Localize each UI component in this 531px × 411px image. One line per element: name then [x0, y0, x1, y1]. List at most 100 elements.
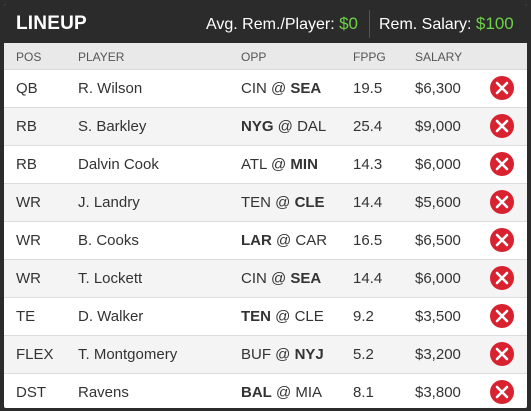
remove-player-button[interactable] — [490, 152, 514, 176]
lineup-rows: QB R. Wilson CIN @ SEA 19.5 $6,300 RB S. Barkl… — [4, 70, 527, 408]
table-row: QB R. Wilson CIN @ SEA 19.5 $6,300 — [4, 70, 527, 108]
player-pos: FLEX — [16, 346, 54, 363]
player-pos: WR — [16, 232, 41, 249]
remove-player-button[interactable] — [490, 114, 514, 138]
column-headers: POS PLAYER OPP FPPG SALARY — [4, 43, 527, 70]
col-player: PLAYER — [78, 50, 125, 64]
avg-remaining-value: $0 — [339, 14, 359, 33]
avg-remaining-label: Avg. Rem./Player: — [206, 16, 335, 33]
close-icon — [495, 195, 509, 209]
player-opponent: BAL @ MIA — [241, 384, 323, 401]
player-name[interactable]: B. Cooks — [78, 232, 139, 249]
player-opponent: ATL @ MIN — [241, 156, 318, 173]
col-opp: OPP — [241, 50, 267, 64]
player-salary: $3,800 — [415, 384, 461, 401]
opp-home-team: CAR — [295, 232, 328, 249]
close-icon — [495, 119, 509, 133]
lineup-panel: LINEUP Avg. Rem./Player: $0 Rem. Salary:… — [4, 4, 527, 408]
opp-away-team: CIN — [241, 80, 267, 97]
opp-home-team: MIA — [295, 384, 323, 401]
lineup-title: LINEUP — [16, 13, 87, 34]
player-pos: QB — [16, 80, 38, 97]
close-icon — [495, 347, 509, 361]
remove-player-button[interactable] — [490, 228, 514, 252]
player-salary: $6,300 — [415, 80, 461, 97]
opp-away-team: TEN — [241, 194, 271, 211]
player-salary: $6,000 — [415, 156, 461, 173]
player-fppg: 14.4 — [353, 194, 383, 211]
player-salary: $6,500 — [415, 232, 461, 249]
opp-away-team: CIN — [241, 270, 267, 287]
remove-player-button[interactable] — [490, 266, 514, 290]
opp-home-team: SEA — [290, 80, 322, 97]
player-opponent: BUF @ NYJ — [241, 346, 324, 363]
player-salary: $3,500 — [415, 308, 461, 325]
close-icon — [495, 385, 509, 399]
player-name[interactable]: T. Lockett — [78, 270, 143, 287]
player-fppg: 25.4 — [353, 118, 383, 135]
col-salary: SALARY — [415, 50, 463, 64]
lineup-header: LINEUP Avg. Rem./Player: $0 Rem. Salary:… — [4, 4, 527, 43]
player-pos: DST — [16, 384, 46, 401]
table-row: TE D. Walker TEN @ CLE 9.2 $3,500 — [4, 298, 527, 336]
table-row: WR B. Cooks LAR @ CAR 16.5 $6,500 — [4, 222, 527, 260]
remove-player-button[interactable] — [490, 304, 514, 328]
table-row: RB Dalvin Cook ATL @ MIN 14.3 $6,000 — [4, 146, 527, 184]
remove-player-button[interactable] — [490, 76, 514, 100]
remove-player-button[interactable] — [490, 380, 514, 404]
opp-home-team: SEA — [290, 270, 322, 287]
opp-home-team: NYJ — [294, 346, 324, 363]
player-name[interactable]: S. Barkley — [78, 118, 147, 135]
player-pos: WR — [16, 194, 41, 211]
table-row: WR T. Lockett CIN @ SEA 14.4 $6,000 — [4, 260, 527, 298]
opp-home-team: DAL — [297, 118, 327, 135]
player-fppg: 5.2 — [353, 346, 374, 363]
player-pos: WR — [16, 270, 41, 287]
table-row: DST Ravens BAL @ MIA 8.1 $3,800 — [4, 374, 527, 408]
close-icon — [495, 81, 509, 95]
opp-away-team: BUF — [241, 346, 271, 363]
opp-home-team: CLE — [294, 194, 325, 211]
table-row: RB S. Barkley NYG @ DAL 25.4 $9,000 — [4, 108, 527, 146]
remaining-salary-value: $100 — [475, 14, 514, 33]
close-icon — [495, 271, 509, 285]
player-name[interactable]: R. Wilson — [78, 80, 143, 97]
player-fppg: 16.5 — [353, 232, 383, 249]
player-fppg: 14.4 — [353, 270, 383, 287]
remove-player-button[interactable] — [490, 342, 514, 366]
close-icon — [495, 309, 509, 323]
opp-home-team: CLE — [294, 308, 324, 325]
player-opponent: TEN @ CLE — [241, 308, 324, 325]
player-pos: TE — [16, 308, 36, 325]
col-pos: POS — [16, 50, 42, 64]
player-fppg: 19.5 — [353, 80, 383, 97]
player-salary: $3,200 — [415, 346, 461, 363]
close-icon — [495, 233, 509, 247]
player-opponent: TEN @ CLE — [241, 194, 325, 211]
opp-away-team: TEN — [241, 308, 271, 325]
player-opponent: NYG @ DAL — [241, 118, 327, 135]
remaining-salary: Rem. Salary: $100 — [379, 14, 514, 34]
player-name[interactable]: J. Landry — [78, 194, 140, 211]
player-name[interactable]: D. Walker — [78, 308, 144, 325]
player-opponent: CIN @ SEA — [241, 270, 322, 287]
player-opponent: LAR @ CAR — [241, 232, 328, 249]
player-opponent: CIN @ SEA — [241, 80, 322, 97]
remove-player-button[interactable] — [490, 190, 514, 214]
avg-remaining-per-player: Avg. Rem./Player: $0 — [206, 14, 358, 34]
opp-away-team: ATL — [241, 156, 267, 173]
player-name[interactable]: Ravens — [78, 384, 129, 401]
player-name[interactable]: Dalvin Cook — [78, 156, 159, 173]
opp-away-team: NYG — [241, 118, 274, 135]
player-fppg: 14.3 — [353, 156, 383, 173]
opp-away-team: LAR — [241, 232, 272, 249]
opp-home-team: MIN — [290, 156, 318, 173]
player-fppg: 9.2 — [353, 308, 374, 325]
player-name[interactable]: T. Montgomery — [78, 346, 178, 363]
player-fppg: 8.1 — [353, 384, 374, 401]
player-pos: RB — [16, 156, 37, 173]
opp-away-team: BAL — [241, 384, 272, 401]
table-row: FLEX T. Montgomery BUF @ NYJ 5.2 $3,200 — [4, 336, 527, 374]
player-pos: RB — [16, 118, 37, 135]
remaining-salary-label: Rem. Salary: — [379, 16, 472, 33]
